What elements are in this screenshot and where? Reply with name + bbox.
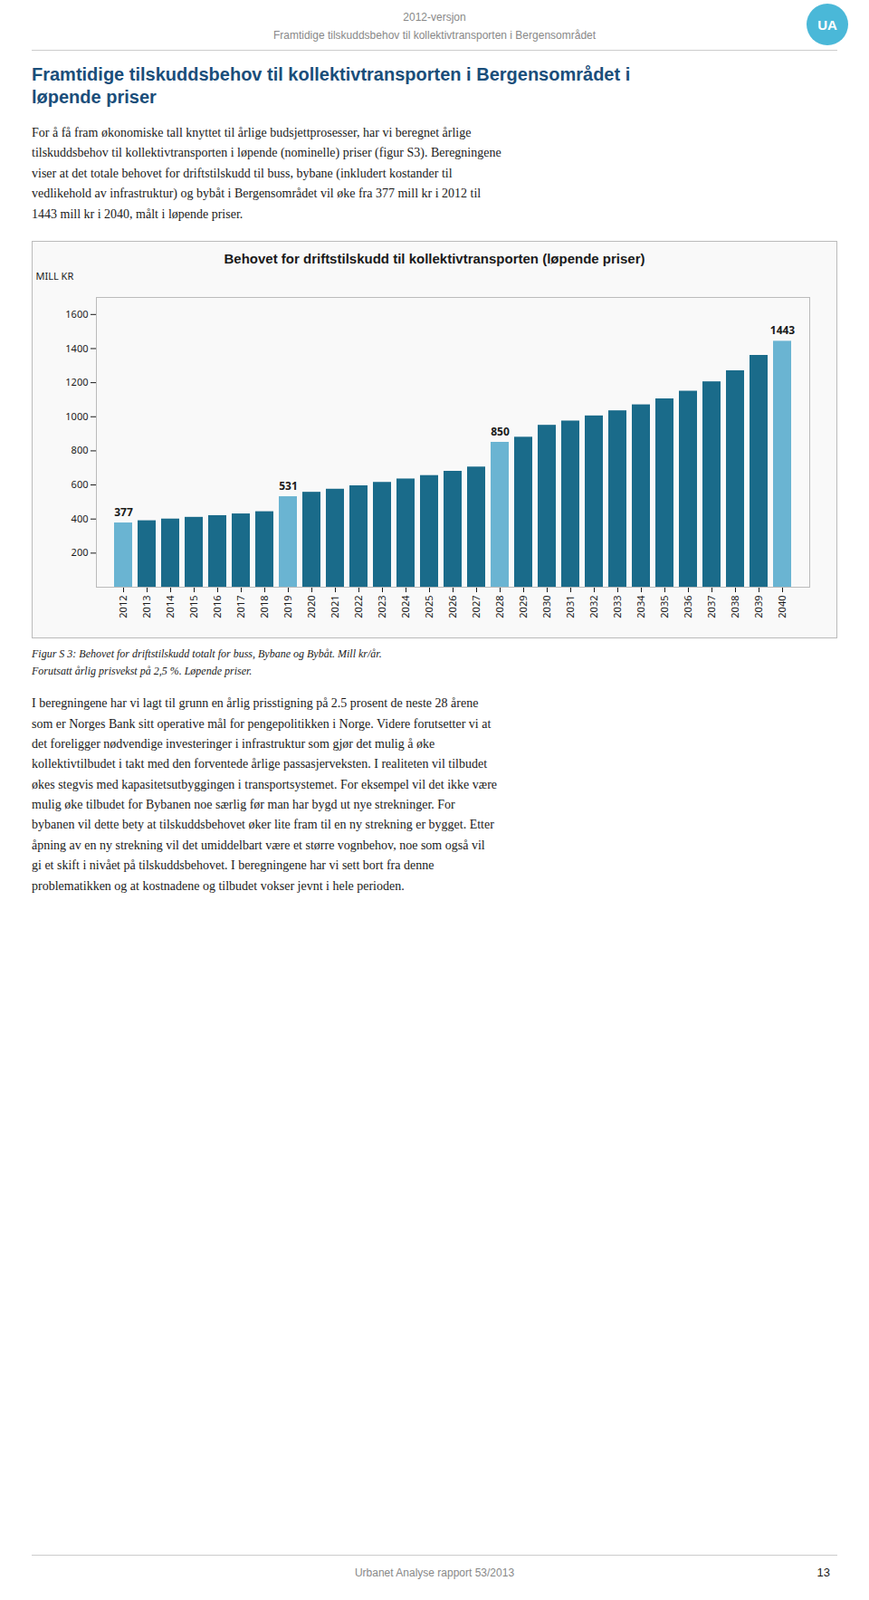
html-text:UA: UA [817,16,838,33]
svg-text:2020: 2020 [304,594,318,618]
svg-text:800: 800 [71,442,89,457]
svg-text:2037: 2037 [704,594,718,618]
svg-text:2017: 2017 [233,594,248,618]
svg-text:2015: 2015 [186,594,201,618]
svg-text:2024: 2024 [398,594,412,619]
html-text:Urbanet Analyse rapport 53/201: Urbanet Analyse rapport 53/2013 [354,1566,515,1579]
svg-text:2040: 2040 [774,594,789,618]
svg-text:2016: 2016 [210,594,224,618]
svg-text:2027: 2027 [468,594,483,618]
svg-text:2038: 2038 [727,594,742,618]
svg-text:2033: 2033 [610,594,624,618]
html-text:For å få fram økonomiske tall: For å få fram økonomiske tall knyttet ti… [31,125,502,221]
svg-text:MILL KR: MILL KR [36,269,75,283]
svg-text:400: 400 [71,511,89,526]
svg-text:2035: 2035 [657,594,671,618]
html-text:I beregningene har vi lagt til: I beregningene har vi lagt til grunn en … [31,696,497,893]
svg-text:2029: 2029 [515,594,530,618]
svg-text:2018: 2018 [257,594,271,618]
svg-text:2030: 2030 [539,594,554,618]
svg-text:2039: 2039 [751,594,765,618]
svg-text:1400: 1400 [65,340,88,354]
svg-text:1443: 1443 [770,322,796,338]
svg-text:2031: 2031 [563,594,577,618]
svg-text:2022: 2022 [351,594,365,618]
svg-text:1200: 1200 [65,374,88,389]
html-text:Framtidige tilskuddsbehov til: Framtidige tilskuddsbehov til kollektivt… [273,28,596,42]
html-text:Figur S 3: Behovet for driftst: Figur S 3: Behovet for driftstilskudd to… [31,647,382,677]
svg-text:2036: 2036 [680,594,695,618]
svg-text:200: 200 [71,544,89,559]
svg-text:850: 850 [490,422,510,439]
svg-text:377: 377 [114,503,134,519]
svg-text:2012: 2012 [115,594,130,618]
svg-text:2013: 2013 [139,594,153,618]
svg-text:2021: 2021 [327,594,342,618]
svg-text:1600: 1600 [65,306,88,321]
svg-text:2028: 2028 [492,594,507,618]
html-text:13: 13 [816,1565,831,1579]
svg-text:2019: 2019 [280,594,295,618]
svg-text:1000: 1000 [65,409,88,423]
html-text:Behovet for driftstilskudd til: Behovet for driftstilskudd til kollektiv… [224,250,645,267]
svg-text:2034: 2034 [633,594,648,619]
svg-text:2023: 2023 [374,594,389,618]
svg-text:2025: 2025 [421,594,436,618]
svg-text:531: 531 [278,477,298,494]
svg-text:2026: 2026 [445,594,459,618]
svg-text:600: 600 [71,477,89,491]
html-text:Framtidige tilskuddsbehov til: Framtidige tilskuddsbehov til kollektivt… [31,64,631,107]
svg-text:2014: 2014 [162,594,177,619]
html-text:2012-versjon: 2012-versjon [403,10,466,24]
svg-text:2032: 2032 [586,594,601,618]
